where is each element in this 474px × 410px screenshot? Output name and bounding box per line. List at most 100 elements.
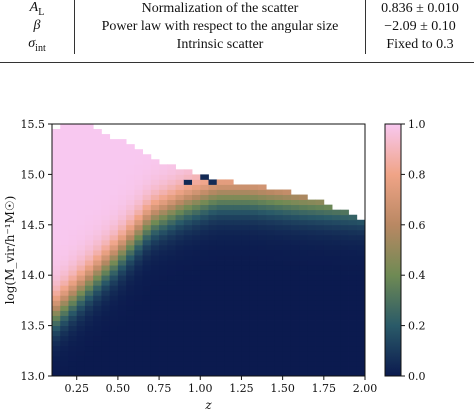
heatmap-cell	[299, 209, 308, 216]
heatmap-cell	[150, 290, 160, 296]
heatmap-cell	[274, 295, 284, 301]
heatmap-cell	[68, 310, 78, 316]
heatmap-cell	[356, 229, 366, 236]
heatmap-cell	[76, 335, 86, 342]
heatmap-cell	[150, 285, 160, 291]
heatmap-cell	[315, 335, 325, 342]
heatmap-cell	[159, 239, 168, 246]
heatmap-cell	[282, 290, 292, 296]
heatmap-cell	[101, 310, 111, 316]
heatmap-cell	[266, 265, 275, 271]
heatmap-cell	[167, 305, 176, 311]
heatmap-cell	[257, 370, 267, 377]
heatmap-cell	[159, 164, 168, 170]
heatmap-cell	[266, 325, 275, 332]
heatmap-cell	[93, 229, 102, 236]
heatmap-cell	[307, 229, 316, 236]
heatmap-cell	[134, 270, 144, 276]
heatmap-cell	[84, 179, 94, 185]
heatmap-cell	[117, 224, 127, 231]
heatmap-cell	[68, 280, 78, 286]
heatmap-cell	[315, 239, 325, 246]
heatmap-cell	[216, 325, 226, 332]
heatmap-cell	[282, 189, 292, 195]
colorbar-tick-label: 0.2	[408, 320, 426, 333]
heatmap-cell	[76, 330, 86, 337]
heatmap-cell	[208, 355, 218, 362]
heatmap-cell	[117, 139, 127, 145]
heatmap-cell	[307, 320, 316, 326]
heatmap-cell	[93, 144, 102, 150]
heatmap-cell	[76, 149, 86, 155]
heatmap-cell	[290, 280, 300, 286]
heatmap-cell	[233, 244, 242, 251]
heatmap-cell	[101, 184, 111, 190]
parameter-description: Power law with respect to the angular si…	[74, 18, 366, 36]
heatmap-cell	[109, 310, 119, 316]
heatmap-cell	[315, 224, 325, 231]
heatmap-cell	[60, 184, 69, 190]
heatmap-cell	[233, 310, 242, 316]
heatmap-cell	[348, 239, 358, 246]
heatmap-cell	[299, 320, 308, 326]
heatmap-cell	[233, 285, 242, 291]
heatmap-cell	[340, 300, 349, 306]
heatmap-cell	[167, 335, 176, 342]
heatmap-cell	[266, 290, 275, 296]
heatmap-cell	[282, 345, 292, 352]
heatmap-cell	[117, 330, 127, 337]
heatmap-cell	[126, 239, 135, 246]
heatmap-cell	[159, 179, 168, 185]
heatmap-cell	[126, 320, 135, 326]
heatmap-cell	[274, 244, 284, 251]
heatmap-cell	[60, 244, 69, 251]
heatmap-cell	[340, 234, 349, 241]
heatmap-cell	[126, 315, 135, 321]
heatmap-cell	[101, 330, 111, 337]
heatmap-cell	[142, 219, 152, 226]
heatmap-cell	[200, 239, 209, 246]
heatmap-cell	[224, 260, 234, 266]
heatmap-cell	[93, 265, 102, 271]
heatmap-cell	[241, 285, 251, 291]
heatmap-cell	[348, 315, 358, 321]
heatmap-cell	[142, 275, 152, 281]
heatmap-cell	[224, 229, 234, 236]
heatmap-cell	[249, 214, 259, 221]
heatmap-cell	[233, 224, 242, 231]
x-tick-label: 1.75	[312, 382, 337, 395]
heatmap-cell	[68, 315, 78, 321]
heatmap-cell	[290, 315, 300, 321]
heatmap-cell	[109, 295, 119, 301]
heatmap-cell	[274, 335, 284, 342]
heatmap-cell	[323, 370, 333, 377]
heatmap-cell	[167, 250, 176, 256]
heatmap-cell	[183, 234, 193, 241]
heatmap-cell	[299, 335, 308, 342]
heatmap-cell	[167, 310, 176, 316]
heatmap-cell	[241, 260, 251, 266]
heatmap-cell	[60, 290, 69, 296]
heatmap-cell	[52, 325, 61, 332]
heatmap-cell	[216, 199, 226, 206]
heatmap-cell	[117, 335, 127, 342]
heatmap-cell	[109, 154, 119, 160]
heatmap-cell	[356, 250, 366, 256]
heatmap-cell	[290, 325, 300, 332]
heatmap-cell	[150, 164, 160, 170]
heatmap-cell	[109, 285, 119, 291]
heatmap-cell	[52, 260, 61, 266]
heatmap-cell	[68, 355, 78, 362]
plot-frame	[51, 123, 366, 377]
heatmap-cell	[134, 250, 144, 256]
heatmap-cell	[192, 219, 201, 226]
heatmap-cell	[117, 260, 127, 266]
heatmap-cell	[307, 295, 316, 301]
heatmap-cell	[159, 280, 168, 286]
heatmap-cell	[332, 330, 341, 337]
heatmap-cell	[348, 219, 358, 226]
heatmap-cell	[126, 265, 135, 271]
heatmap-cell	[241, 204, 251, 211]
heatmap-cell	[142, 194, 152, 200]
heatmap-cell	[109, 265, 119, 271]
